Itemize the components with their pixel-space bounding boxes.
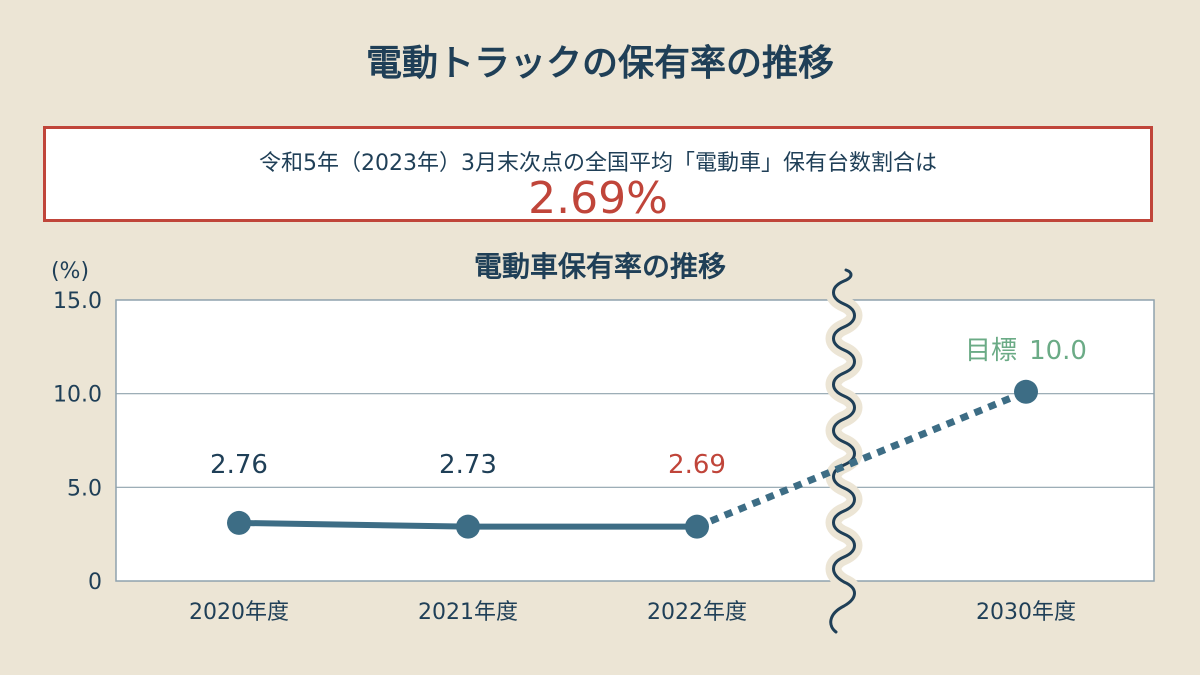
series-line xyxy=(238,519,469,530)
data-point xyxy=(685,514,709,539)
x-tick-label: 2030年度 xyxy=(976,600,1076,625)
y-axis-unit: (%) xyxy=(51,259,89,284)
chart-title: 電動車保有率の推移 xyxy=(474,250,726,283)
summary-text: 令和5年（2023年）3月末次点の全国平均「電動車」保有台数割合は xyxy=(259,151,937,176)
data-series xyxy=(227,379,1038,539)
axis-break xyxy=(822,262,863,640)
target-value: 10.0 xyxy=(1029,336,1087,366)
data-label: 2.76 xyxy=(210,450,268,480)
grid-lines xyxy=(116,393,1154,488)
data-label: 2.73 xyxy=(439,450,497,480)
y-tick-label: 5.0 xyxy=(67,476,102,501)
y-tick-label: 10.0 xyxy=(53,383,102,408)
x-tick-label: 2022年度 xyxy=(647,600,747,625)
y-axis-ticks: 0 5.0 10.0 15.0 xyxy=(53,289,102,595)
data-point xyxy=(227,510,251,535)
target-prefix: 目標 xyxy=(965,336,1017,366)
summary-box: 令和5年（2023年）3月末次点の全国平均「電動車」保有台数割合は 2.69% xyxy=(43,126,1153,224)
data-point xyxy=(456,514,480,539)
target-label: 目標 10.0 xyxy=(965,336,1087,366)
summary-value: 2.69% xyxy=(528,173,668,224)
data-labels: 2.76 2.73 2.69 目標 10.0 xyxy=(210,336,1087,480)
page-title: 電動トラックの保有率の推移 xyxy=(365,43,834,84)
y-tick-label: 15.0 xyxy=(53,289,102,314)
data-point xyxy=(1014,379,1038,404)
data-label: 2.69 xyxy=(668,450,726,480)
x-axis-labels: 2020年度 2021年度 2022年度 2030年度 xyxy=(189,600,1076,625)
y-tick-label: 0 xyxy=(88,570,102,595)
plot-area xyxy=(115,299,1155,582)
x-tick-label: 2020年度 xyxy=(189,600,289,625)
x-tick-label: 2021年度 xyxy=(418,600,518,625)
